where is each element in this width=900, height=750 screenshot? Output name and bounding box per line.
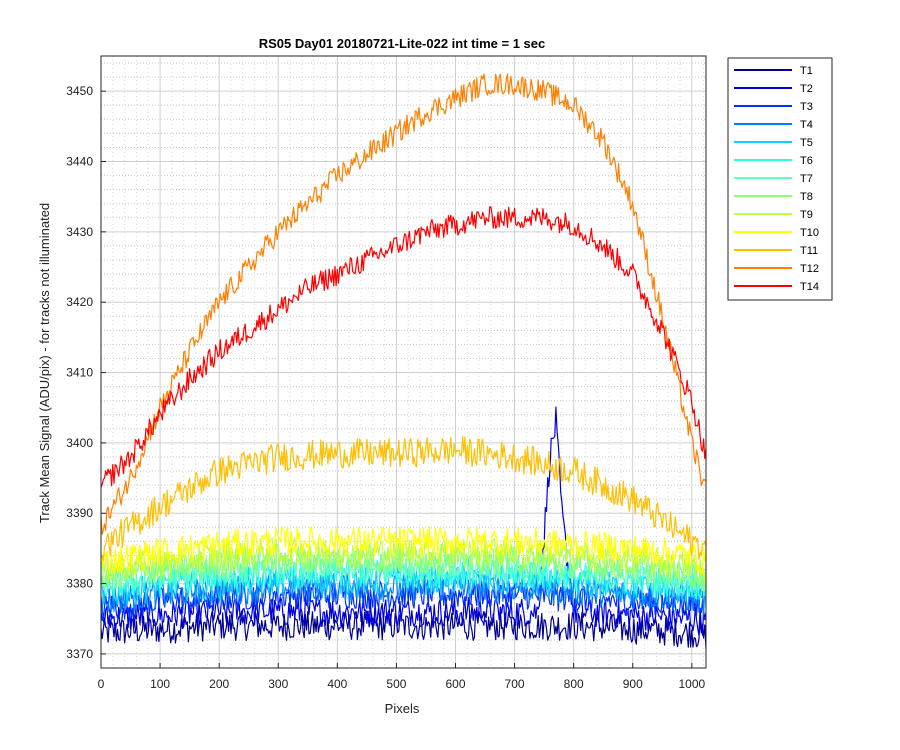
legend-label-t12: T12 [800, 263, 819, 275]
legend: T1 T2 T3 T4 T5 T6 T7 T8 T9 T10 T11 T12 T14 [727, 57, 833, 301]
series-group [100, 73, 707, 649]
legend-label-t1: T1 [800, 65, 813, 77]
legend-label-t3: T3 [800, 101, 813, 113]
chart-title: RS05 Day01 20180721-Lite-022 int time = … [259, 36, 546, 51]
series-line-t9 [100, 536, 707, 584]
x-tick-label: 200 [209, 677, 229, 691]
x-tick-label: 100 [150, 677, 170, 691]
x-tick-label: 600 [445, 677, 465, 691]
legend-label-t10: T10 [800, 227, 819, 239]
x-axis-label: Pixels [385, 701, 420, 716]
y-tick-label: 3450 [66, 84, 93, 98]
legend-label-t9: T9 [800, 209, 813, 221]
legend-label-t5: T5 [800, 137, 813, 149]
legend-label-t6: T6 [800, 155, 813, 167]
legend-label-t11: T11 [800, 245, 818, 257]
legend-label-t8: T8 [800, 191, 813, 203]
series-line-t10 [101, 526, 707, 576]
x-tick-label: 400 [327, 677, 347, 691]
series-line-t14 [100, 206, 707, 488]
x-tick-label: 0 [98, 677, 105, 691]
x-tick-label: 300 [268, 677, 288, 691]
x-tick-label: 800 [564, 677, 584, 691]
x-tick-label: 500 [386, 677, 406, 691]
x-tick-label: 700 [505, 677, 525, 691]
legend-label-t4: T4 [800, 119, 813, 131]
y-tick-label: 3400 [66, 436, 93, 450]
plot-frame [100, 55, 707, 669]
legend-label-t7: T7 [800, 173, 813, 185]
y-tick-label: 3430 [66, 225, 93, 239]
y-tick-label: 3410 [66, 366, 93, 380]
series-line-t12 [100, 73, 707, 535]
series-line-t11 [100, 436, 707, 561]
y-axis-label: Track Mean Signal (ADU/pix) - for tracks… [37, 203, 52, 523]
x-tick-label: 1000 [678, 677, 705, 691]
legend-label-t14: T14 [800, 281, 819, 293]
y-tick-label: 3370 [66, 647, 93, 661]
y-tick-label: 3380 [66, 577, 93, 591]
y-tick-label: 3420 [66, 295, 93, 309]
legend-label-t2: T2 [800, 83, 813, 95]
series-line-t1 [100, 610, 707, 649]
x-tick-label: 900 [623, 677, 643, 691]
axis-ticks: 3370 3380 3390 3400 3410 3420 3430 3440 3450 0 100… [66, 84, 705, 691]
y-tick-label: 3390 [66, 506, 93, 520]
y-tick-label: 3440 [66, 155, 93, 169]
